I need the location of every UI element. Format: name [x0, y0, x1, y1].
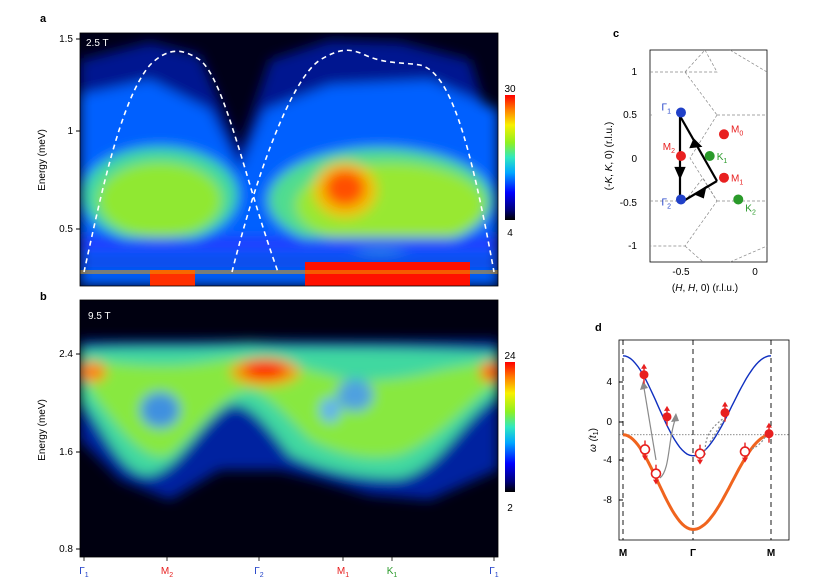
panel-d-axes: 4 0 -4 -8 M Γ M ω (t1) [588, 377, 775, 559]
panel-b-frame [79, 299, 499, 558]
panel-a-dashed-dispersion-2 [231, 49, 495, 273]
panel-c-ytick: 0.5 [623, 110, 637, 121]
panel-d-ytick: 0 [606, 417, 612, 428]
magnon-filled-marker [662, 412, 672, 422]
panel-b-ytick: 2.4 [59, 349, 73, 360]
panel-a-ytick: 0.5 [59, 224, 73, 235]
panel-d-frame [618, 339, 790, 541]
x-label-gamma2: Γ2 [254, 566, 264, 579]
x-label-m1: M1 [337, 566, 349, 579]
magnon-arrowhead [653, 479, 659, 485]
magnon-filled-marker [720, 408, 730, 418]
magnon-filled-marker [639, 370, 649, 380]
panel-a-field-label: 2.5 T [86, 38, 109, 49]
panel-d-xtick: M [619, 548, 627, 559]
panel-b-colorbar-min: 2 [507, 503, 513, 514]
panel-c-ylabel: (-K, K, 0) (r.l.u.) [604, 122, 615, 190]
panel-c-frame [649, 49, 768, 263]
panel-d-plot: 4 0 -4 -8 M Γ M ω (t1) [588, 339, 790, 559]
point-label-m2: M2 [663, 142, 675, 155]
panel-d-label: d [595, 322, 602, 334]
panel-d-guides [622, 340, 772, 540]
panel-a-ytick: 1 [67, 126, 73, 137]
x-label-gamma1-left: Γ1 [79, 566, 89, 579]
point-k1 [704, 151, 715, 161]
panel-a-dashed-dispersion-1 [83, 50, 279, 273]
panel-a-y-axis: 1.5 1 0.5 Energy (meV) [37, 34, 80, 235]
panel-b-ytick: 1.6 [59, 447, 73, 458]
point-m2 [675, 151, 686, 161]
panel-a-frame [79, 32, 499, 287]
panel-b-ytick: 0.8 [59, 544, 73, 555]
panel-b-heatmap [80, 300, 498, 557]
point-label-m0: M0 [731, 124, 743, 137]
panel-a-colorbar-min: 4 [507, 228, 513, 239]
panel-b-x-path-labels: Γ1 M2 Γ2 M1 K1 Γ1 [79, 566, 499, 579]
panel-c-xtick: 0 [752, 267, 758, 278]
panel-b-ylabel: Energy (meV) [37, 399, 48, 461]
panel-c-ytick: 0 [631, 154, 637, 165]
point-label-k1: K1 [717, 152, 728, 165]
panel-b-colorbar [505, 362, 515, 492]
magnon-hollow-marker [650, 468, 662, 479]
magnon-hollow-marker [694, 448, 706, 459]
point-label-γ2: Γ2 [662, 197, 672, 210]
magnon-arrowhead [722, 401, 728, 407]
panel-d-transition-arrows [640, 381, 769, 479]
point-label-γ1: Γ1 [662, 103, 672, 116]
magnon-arrowhead [641, 363, 647, 369]
panel-b-colorbar-max: 24 [504, 351, 516, 362]
panel-c-xtick: -0.5 [672, 267, 690, 278]
point-m1 [718, 172, 729, 183]
panel-d-ylabel: ω (t1) [588, 428, 600, 452]
panel-d-ytick: -8 [603, 495, 612, 506]
panel-a-colorbar [505, 95, 515, 220]
panel-a-heatmap [80, 33, 498, 286]
panel-a-colorbar-max: 30 [504, 84, 516, 95]
point-label-m1: M1 [731, 174, 743, 187]
panel-a-ylabel: Energy (meV) [37, 129, 48, 191]
panel-c-ytick: -1 [628, 241, 637, 252]
magnon-arrowhead [742, 457, 748, 463]
panel-b-x-ticks [83, 557, 495, 561]
panel-c-xlabel: (H, H, 0) (r.l.u.) [672, 283, 738, 294]
magnon-arrowhead [766, 422, 772, 428]
panel-d-markers [639, 363, 774, 485]
panel-c-ytick: 1 [631, 67, 637, 78]
panel-b-field-label: 9.5 T [88, 311, 111, 322]
panel-a-ytick: 1.5 [59, 34, 73, 45]
panel-a-label: a [40, 13, 47, 25]
magnon-filled-marker [764, 429, 774, 439]
magnon-hollow-marker [739, 446, 751, 457]
point-m0 [718, 129, 729, 140]
magnon-arrowhead [697, 459, 703, 465]
x-label-k1: K1 [387, 566, 398, 579]
magnon-arrowhead [642, 455, 648, 461]
panel-c-axes: 1 0.5 0 -0.5 -1 -0.5 0 (H, H, 0) (r.l.u.… [604, 67, 758, 294]
point-label-k2: K2 [745, 203, 756, 216]
magnon-arrowhead [664, 405, 670, 411]
panel-b-label: b [40, 291, 47, 303]
panel-d-ytick: 4 [606, 377, 612, 388]
panel-d-xtick: M [767, 548, 775, 559]
panel-c-label: c [613, 28, 619, 40]
magnon-hollow-marker [639, 444, 651, 455]
panel-b-y-axis: 2.4 1.6 0.8 Energy (meV) [37, 349, 80, 555]
x-label-gamma1-right: Γ1 [489, 566, 499, 579]
panel-d-xtick: Γ [690, 548, 696, 559]
panel-d-ytick: -4 [603, 455, 612, 466]
panel-c-ytick: -0.5 [620, 198, 638, 209]
point-k2 [733, 194, 744, 205]
point-γ2 [675, 194, 686, 205]
x-label-m2: M2 [161, 566, 173, 579]
point-γ1 [675, 107, 686, 118]
